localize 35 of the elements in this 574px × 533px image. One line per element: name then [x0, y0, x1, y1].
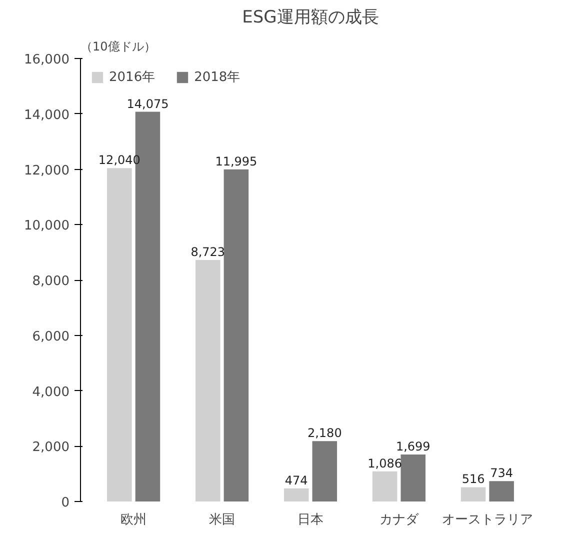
bar [107, 168, 132, 502]
legend-label: 2016年 [109, 69, 156, 86]
y-tick-label: 0 [61, 496, 70, 510]
data-label: 734 [490, 466, 514, 480]
bar [372, 471, 398, 502]
y-tick-label: 2,000 [32, 440, 70, 456]
bar [400, 454, 426, 502]
y-tick-label: 8,000 [32, 274, 70, 289]
bar [489, 481, 514, 502]
data-label: 11,995 [215, 154, 258, 168]
bar [284, 488, 309, 502]
x-tick-label: 米国 [209, 512, 236, 528]
y-tick-label: 6,000 [32, 329, 70, 344]
y-axis-title: （10億ドル） [80, 40, 156, 54]
bar [224, 169, 249, 502]
bar [460, 487, 486, 502]
x-tick-label: オーストラリア [442, 512, 533, 528]
bar [196, 260, 220, 502]
data-label: 516 [462, 472, 485, 486]
chart-title: ESG運用額の成長 [242, 8, 379, 28]
data-label: 474 [284, 473, 308, 488]
data-label: 2,180 [307, 426, 342, 440]
y-tick-label: 12,000 [24, 163, 70, 178]
y-tick-label: 10,000 [24, 218, 70, 234]
y-tick-label: 4,000 [32, 384, 70, 400]
x-tick-label: 日本 [298, 512, 324, 528]
x-tick-label: 欧州 [120, 512, 147, 528]
data-label: 14,075 [126, 96, 169, 111]
y-tick-label: 14,000 [24, 108, 70, 123]
data-label: 8,723 [190, 244, 226, 259]
bar [312, 441, 338, 502]
data-label: 1,699 [396, 439, 430, 454]
legend-label: 2018年 [194, 69, 240, 86]
x-tick-label: カナダ [379, 512, 420, 528]
y-tick-label: 16,000 [24, 52, 70, 68]
